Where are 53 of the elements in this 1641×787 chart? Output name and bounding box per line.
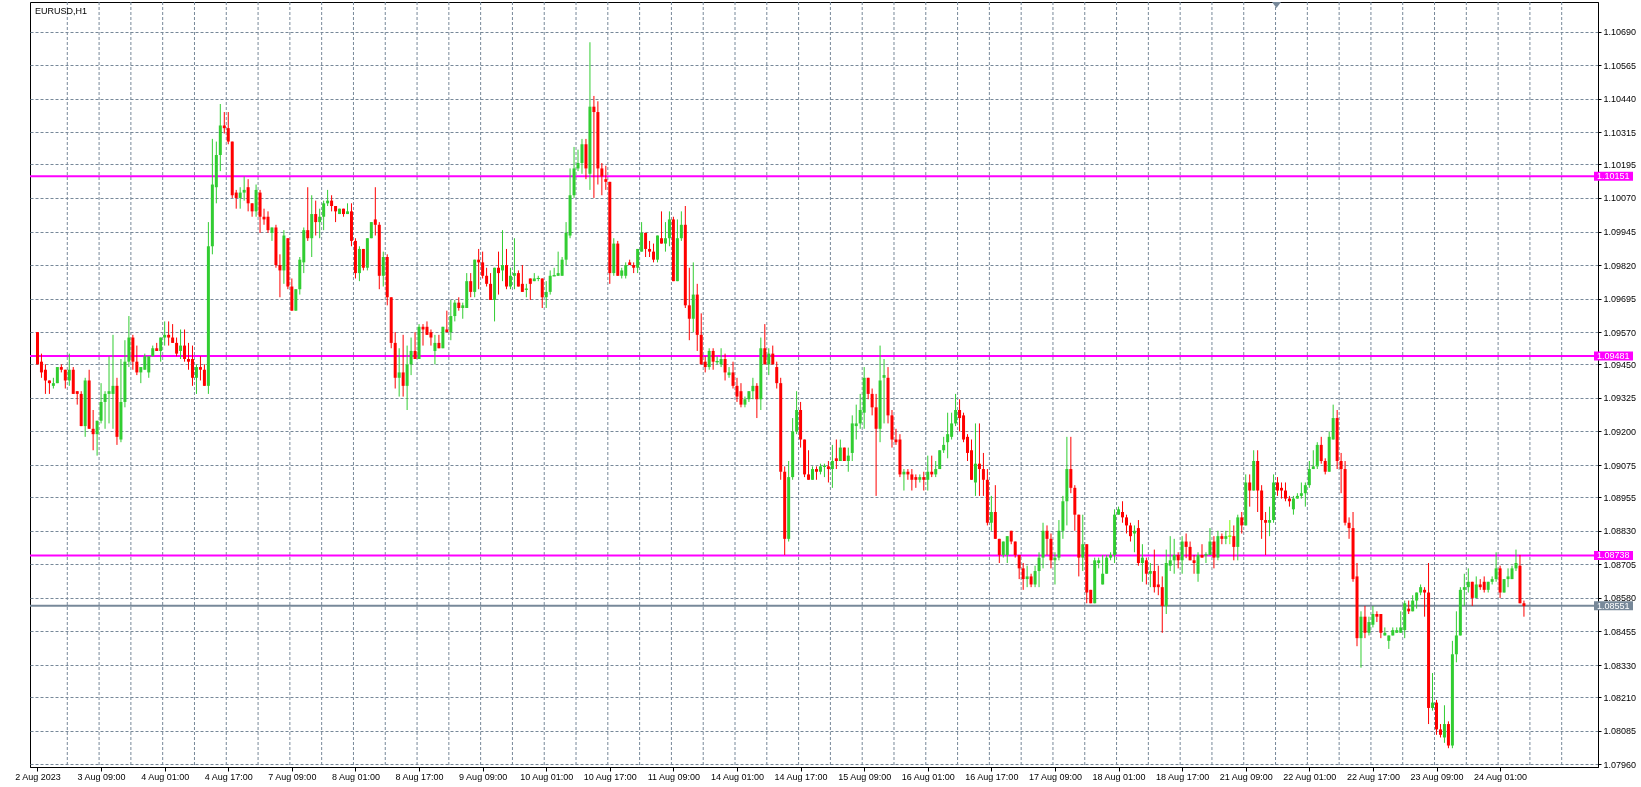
candlestick bbox=[441, 326, 445, 349]
x-tick-label: 10 Aug 01:00 bbox=[520, 771, 574, 782]
y-tick-label: 1.08705 bbox=[1603, 559, 1637, 570]
y-tick-label: 1.09570 bbox=[1603, 327, 1637, 338]
x-tick-label: 14 Aug 01:00 bbox=[710, 771, 765, 782]
y-tick-label: 1.09075 bbox=[1603, 460, 1637, 471]
ref-line-label: 1.09481 bbox=[1597, 351, 1630, 362]
candlestick bbox=[338, 208, 342, 215]
x-tick-label: 17 Aug 09:00 bbox=[1028, 771, 1082, 782]
x-tick-label: 8 Aug 01:00 bbox=[331, 771, 380, 782]
y-tick-label: 1.10315 bbox=[1603, 127, 1637, 138]
x-tick-label: 23 Aug 09:00 bbox=[1410, 771, 1464, 782]
y-tick-label: 1.10070 bbox=[1603, 193, 1637, 204]
x-tick-label: 9 Aug 09:00 bbox=[459, 771, 508, 782]
y-tick-label: 1.10690 bbox=[1603, 27, 1637, 38]
y-tick-label: 1.09695 bbox=[1603, 294, 1637, 305]
y-tick-label: 1.08955 bbox=[1603, 492, 1637, 503]
x-tick-label: 22 Aug 17:00 bbox=[1346, 771, 1400, 782]
y-tick-label: 1.10195 bbox=[1603, 159, 1637, 170]
y-tick-label: 1.08085 bbox=[1603, 726, 1637, 737]
y-tick-label: 1.08455 bbox=[1603, 626, 1637, 637]
x-tick-label: 4 Aug 17:00 bbox=[204, 771, 253, 782]
y-tick-label: 1.07960 bbox=[1603, 759, 1637, 770]
chart-title: EURUSD,H1 bbox=[35, 6, 88, 16]
y-tick-label: 1.08210 bbox=[1603, 692, 1637, 703]
x-tick-label: 14 Aug 17:00 bbox=[774, 771, 828, 782]
x-tick-label: 4 Aug 01:00 bbox=[141, 771, 190, 782]
x-tick-label: 16 Aug 01:00 bbox=[901, 771, 955, 782]
y-tick-label: 1.09200 bbox=[1603, 426, 1637, 437]
x-tick-label: 16 Aug 17:00 bbox=[965, 771, 1019, 782]
y-tick-label: 1.09820 bbox=[1603, 260, 1637, 271]
y-tick-label: 1.09325 bbox=[1603, 393, 1637, 404]
x-tick-label: 3 Aug 09:00 bbox=[77, 771, 126, 782]
y-tick-label: 1.09945 bbox=[1603, 227, 1637, 237]
x-tick-label: 8 Aug 17:00 bbox=[395, 771, 444, 782]
x-tick-label: 11 Aug 09:00 bbox=[647, 771, 701, 782]
y-tick-label: 1.10440 bbox=[1603, 94, 1637, 105]
x-tick-label: 18 Aug 17:00 bbox=[1156, 771, 1210, 782]
x-tick-label: 24 Aug 01:00 bbox=[1474, 771, 1528, 782]
x-tick-label: 15 Aug 09:00 bbox=[838, 771, 892, 782]
x-tick-label: 2 Aug 2023 bbox=[15, 771, 61, 782]
y-tick-label: 1.08830 bbox=[1603, 526, 1637, 537]
x-tick-label: 7 Aug 09:00 bbox=[268, 771, 317, 782]
y-tick-label: 1.10565 bbox=[1603, 60, 1637, 71]
x-tick-label: 22 Aug 01:00 bbox=[1283, 771, 1337, 782]
ref-line-label: 1.08551 bbox=[1597, 600, 1630, 611]
ref-line-label: 1.08738 bbox=[1597, 550, 1630, 561]
y-tick-label: 1.09450 bbox=[1603, 359, 1637, 370]
x-tick-label: 18 Aug 01:00 bbox=[1092, 771, 1146, 782]
x-tick-label: 21 Aug 09:00 bbox=[1219, 771, 1273, 782]
x-tick-label: 10 Aug 17:00 bbox=[583, 771, 637, 782]
y-tick-label: 1.08330 bbox=[1603, 660, 1637, 671]
ref-line-label: 1.10151 bbox=[1597, 171, 1630, 182]
